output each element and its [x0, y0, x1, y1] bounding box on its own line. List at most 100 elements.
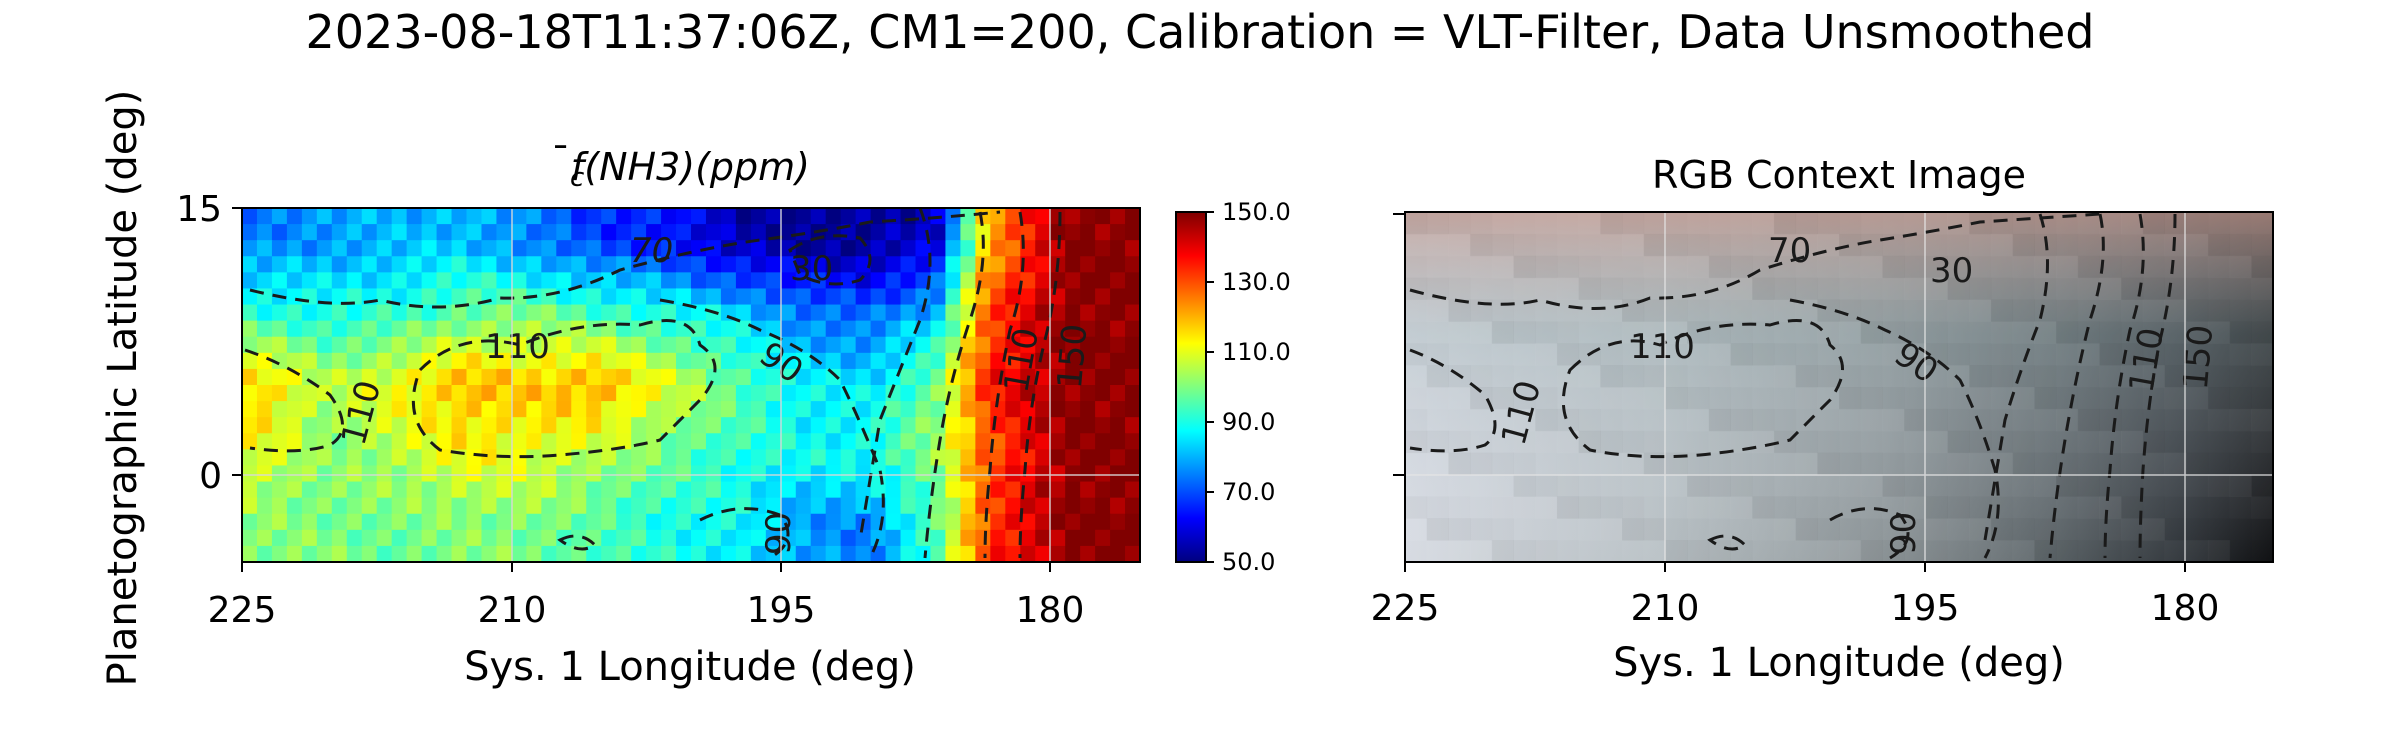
heatmap-cell	[990, 240, 1006, 257]
rgb-image-tile	[1579, 409, 1601, 431]
rgb-image-tile	[1643, 452, 1666, 476]
heatmap-cell	[271, 545, 288, 562]
heatmap-cell	[795, 433, 812, 450]
heatmap-cell	[271, 529, 288, 547]
heatmap-cell	[331, 368, 348, 386]
rgb-image-tile	[2034, 343, 2056, 365]
rgb-image-tile	[2121, 496, 2144, 519]
rgb-image-tile	[1752, 277, 1775, 301]
heatmap-cell	[406, 465, 423, 483]
rgb-image-tile	[1947, 496, 1970, 519]
rgb-image-tile	[1860, 321, 1883, 344]
rgb-image-tile	[1622, 387, 1644, 409]
heatmap-cell	[451, 385, 468, 402]
rgb-image-tile	[2186, 409, 2208, 431]
heatmap-cell	[331, 256, 348, 273]
heatmap-cell	[331, 465, 348, 483]
rgb-image-tile	[1709, 496, 1731, 518]
heatmap-cell	[436, 320, 453, 338]
rgb-image-tile	[1491, 321, 1514, 344]
heatmap-cell	[691, 385, 707, 402]
rgb-image-tile	[1774, 496, 1796, 518]
heatmap-cell	[481, 481, 498, 499]
heatmap-cell	[1125, 352, 1140, 370]
rgb-image-tile	[1470, 233, 1493, 257]
rgb-image-tile	[2230, 343, 2252, 365]
rgb-image-tile	[2230, 518, 2252, 540]
rgb-image-tile	[1795, 365, 1818, 388]
heatmap-cell	[1110, 288, 1126, 306]
rgb-image-tile	[1513, 255, 1536, 279]
heatmap-cell	[391, 401, 408, 418]
heatmap-cell	[810, 465, 827, 483]
heatmap-cell	[541, 385, 557, 402]
heatmap-cell	[586, 320, 602, 338]
rgb-image-tile	[1470, 409, 1492, 431]
rgb-image-tile	[1470, 540, 1493, 562]
heatmap-cell	[825, 256, 842, 273]
heatmap-cell	[361, 352, 378, 370]
heatmap-cell	[496, 368, 512, 386]
heatmap-cell	[765, 240, 782, 257]
heatmap-cell	[1125, 224, 1140, 241]
heatmap-cell	[915, 256, 932, 273]
rgb-image-tile	[1622, 540, 1644, 562]
heatmap-cell	[571, 513, 587, 531]
heatmap-cell	[346, 304, 363, 322]
heatmap-cell	[631, 288, 647, 306]
heatmap-cell	[945, 465, 961, 483]
rgb-image-tile	[1839, 256, 1861, 278]
heatmap-cell	[975, 513, 991, 531]
heatmap-cell	[990, 545, 1006, 562]
rgb-image-tile	[1514, 234, 1536, 256]
heatmap-cell	[376, 240, 393, 257]
heatmap-cell	[1095, 545, 1111, 562]
heatmap-cell	[286, 320, 303, 338]
heatmap-cell	[436, 497, 453, 515]
heatmap-cell	[990, 481, 1006, 499]
heatmap-cell	[975, 304, 991, 322]
heatmap-cell	[825, 368, 842, 386]
heatmap-cell	[855, 401, 872, 418]
heatmap-cell	[795, 417, 812, 434]
heatmap-cell	[1020, 497, 1036, 515]
rgb-image-tile	[1535, 518, 1557, 540]
heatmap-cell	[960, 208, 976, 225]
rgb-image-tile	[1948, 540, 1970, 562]
heatmap-cell	[750, 336, 767, 354]
rgb-image-tile	[2251, 278, 2273, 300]
heatmap-cell	[676, 304, 692, 322]
rgb-image-tile	[2230, 409, 2252, 431]
rgb-image-tile	[1427, 234, 1449, 256]
heatmap-cell	[406, 529, 423, 547]
heatmap-cell	[691, 256, 707, 273]
heatmap-cell	[840, 240, 857, 257]
rgb-image-tile	[1969, 430, 1992, 454]
heatmap-cell	[601, 336, 617, 354]
heatmap-cell	[526, 481, 542, 499]
rgb-image-tile	[1557, 300, 1579, 322]
heatmap-cell	[1110, 401, 1126, 418]
rgb-image-tile	[1405, 496, 1427, 518]
rgb-image-tile	[2099, 300, 2121, 322]
heatmap-cell	[705, 545, 722, 562]
rgb-image-tile	[1774, 453, 1796, 475]
heatmap-cell	[586, 256, 602, 273]
contour-line-east-2	[2048, 213, 2105, 559]
heatmap-cell	[870, 385, 887, 402]
heatmap-cell	[466, 240, 483, 257]
heatmap-cell	[481, 513, 498, 531]
rgb-image-tile	[1579, 300, 1601, 322]
heatmap-cell	[286, 208, 303, 225]
contour-line-east-3	[983, 211, 1025, 559]
heatmap-cell	[271, 497, 288, 515]
rgb-image-tile	[2186, 233, 2209, 257]
heatmap-cell	[1005, 497, 1021, 515]
heatmap-cell	[825, 449, 842, 467]
heatmap-cell	[810, 288, 827, 306]
heatmap-cell	[571, 256, 587, 273]
contour-label: 90	[1884, 512, 1924, 555]
heatmap-cell	[376, 385, 393, 402]
heatmap-cell	[631, 240, 647, 257]
heatmap-cell	[556, 417, 572, 434]
